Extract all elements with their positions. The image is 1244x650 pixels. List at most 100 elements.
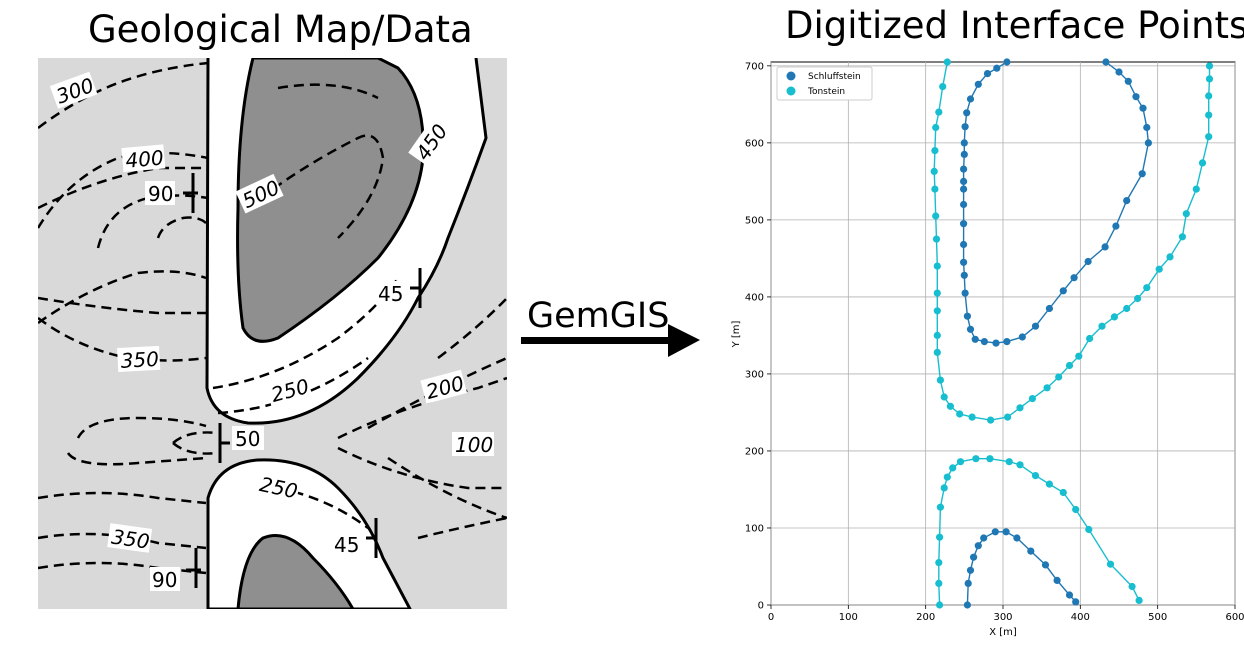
data-point-schluffstein	[960, 165, 968, 173]
data-point-tonstein	[1134, 294, 1142, 303]
legend-marker-schluffstein	[786, 71, 796, 81]
data-point-schluffstein	[963, 312, 971, 320]
y-tick-label: 400	[745, 292, 764, 303]
data-point-tonstein	[943, 58, 951, 66]
data-point-tonstein	[1123, 304, 1131, 313]
data-point-tonstein	[1135, 596, 1143, 605]
data-point-tonstein	[1098, 322, 1106, 330]
data-point-tonstein	[1072, 505, 1080, 514]
data-point-tonstein	[987, 416, 995, 424]
legend: Schluffstein Tonstein	[776, 66, 873, 101]
data-point-tonstein	[1205, 133, 1213, 141]
dip-label-90-lower: 90	[152, 568, 177, 592]
data-point-tonstein	[1178, 233, 1186, 241]
contour-label-400: 400	[125, 145, 165, 172]
x-tick-label: 0	[768, 612, 774, 623]
data-point-schluffstein	[1070, 274, 1078, 282]
data-point-schluffstein	[1102, 58, 1110, 66]
series-line-tonstein	[933, 61, 1211, 421]
data-point-schluffstein	[1027, 547, 1035, 555]
data-point-tonstein	[1205, 62, 1214, 70]
y-tick-label: 500	[745, 215, 764, 226]
data-point-schluffstein	[963, 601, 971, 609]
data-point-schluffstein	[960, 150, 968, 158]
data-point-tonstein	[1059, 488, 1067, 497]
data-point-schluffstein	[960, 271, 968, 279]
data-point-tonstein	[933, 348, 941, 356]
data-point-tonstein	[986, 455, 994, 463]
x-tick-label: 500	[1148, 612, 1167, 623]
data-point-tonstein	[1106, 560, 1115, 568]
data-point-tonstein	[1028, 395, 1036, 403]
legend-marker-tonstein	[786, 86, 796, 96]
data-point-tonstein	[956, 410, 964, 418]
data-point-schluffstein	[1084, 257, 1092, 266]
contour-label-350-lower: 350	[110, 525, 151, 554]
data-point-tonstein	[935, 108, 943, 116]
data-point-schluffstein	[1123, 197, 1131, 205]
data-point-tonstein	[930, 167, 938, 175]
data-point-schluffstein	[1101, 243, 1109, 251]
data-point-schluffstein	[966, 95, 975, 103]
data-point-tonstein	[956, 458, 965, 466]
data-point-tonstein	[946, 402, 954, 410]
data-point-tonstein	[1198, 159, 1207, 167]
y-tick-label: 200	[745, 446, 764, 457]
data-point-schluffstein	[961, 289, 969, 297]
data-point-tonstein	[931, 147, 939, 155]
dip-label-50: 50	[235, 427, 260, 451]
data-point-tonstein	[1065, 361, 1074, 370]
data-point-schluffstein	[980, 338, 988, 346]
data-point-schluffstein	[974, 80, 982, 88]
data-point-tonstein	[1043, 384, 1051, 392]
data-point-schluffstein	[960, 258, 968, 266]
data-point-schluffstein	[1031, 322, 1040, 330]
data-point-tonstein	[1143, 284, 1151, 292]
data-point-schluffstein	[1059, 287, 1067, 295]
data-point-schluffstein	[960, 240, 968, 249]
data-point-tonstein	[935, 559, 943, 567]
data-point-schluffstein	[1124, 77, 1132, 85]
data-point-schluffstein	[1144, 139, 1152, 147]
y-tick-label: 700	[745, 61, 764, 72]
data-point-tonstein	[933, 331, 941, 339]
data-point-tonstein	[1192, 185, 1200, 193]
data-point-tonstein	[1128, 582, 1136, 591]
data-point-tonstein	[943, 473, 951, 481]
data-point-schluffstein	[992, 339, 1000, 347]
contour-label-350: 350	[120, 347, 159, 373]
data-point-tonstein	[933, 289, 941, 297]
data-point-schluffstein	[1072, 598, 1080, 606]
x-axis-label: X [m]	[989, 627, 1017, 638]
data-point-tonstein	[936, 503, 944, 511]
dip-label-45-upper: 45	[378, 282, 403, 306]
data-point-schluffstein	[960, 139, 968, 147]
data-series	[930, 58, 1214, 609]
data-point-tonstein	[933, 307, 941, 315]
data-point-tonstein	[932, 212, 940, 220]
geological-map: 300 400 500 450 350 250	[38, 58, 507, 609]
data-point-schluffstein	[1002, 528, 1010, 536]
data-point-schluffstein	[966, 325, 975, 333]
data-point-schluffstein	[1045, 304, 1053, 313]
data-point-schluffstein	[960, 177, 968, 185]
dip-label-90-upper: 90	[148, 182, 173, 206]
data-point-tonstein	[1166, 253, 1174, 261]
data-point-schluffstein	[980, 534, 988, 542]
x-tick-label: 600	[1225, 612, 1244, 623]
y-tick-label: 0	[758, 601, 764, 612]
data-point-schluffstein	[960, 200, 968, 209]
data-point-tonstein	[1005, 458, 1013, 466]
data-point-tonstein	[968, 413, 976, 421]
data-point-tonstein	[939, 83, 947, 91]
data-point-tonstein	[1031, 472, 1040, 480]
data-point-tonstein	[933, 262, 941, 270]
data-point-tonstein	[932, 235, 941, 243]
data-point-schluffstein	[1065, 591, 1074, 599]
data-point-tonstein	[936, 601, 944, 609]
data-point-tonstein	[940, 484, 948, 492]
data-point-tonstein	[972, 455, 980, 463]
data-point-tonstein	[940, 393, 948, 401]
data-point-tonstein	[1182, 210, 1190, 218]
axis-ticks: 0 100 200 300 400 500 600 0 100 200 300 400 500 600 70…	[745, 61, 1244, 623]
